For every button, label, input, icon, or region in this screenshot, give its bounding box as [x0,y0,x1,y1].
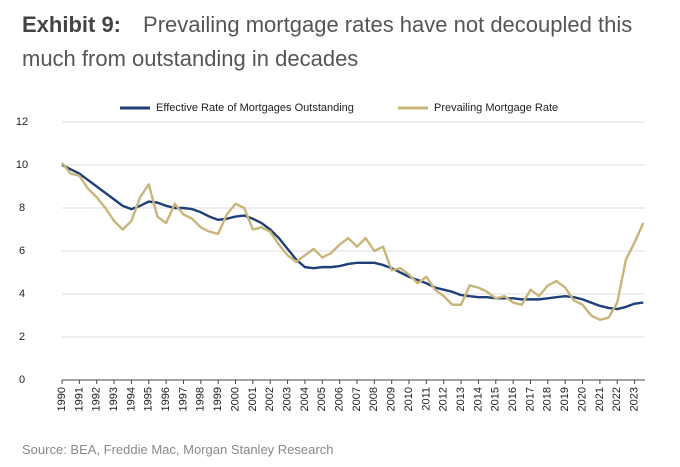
series-line [61,163,644,311]
x-tick-label: 2012 [438,387,450,411]
x-tick-label: 2006 [334,387,346,411]
title: Exhibit 9: Prevailing mortgage rates have… [22,8,662,76]
x-tick-label: 2019 [559,387,571,411]
x-tick-label: 2000 [229,387,241,411]
x-tick-label: 2018 [542,387,554,411]
y-tick-label: 10 [16,159,28,171]
x-tick-label: 1993 [108,387,120,411]
x-tick-label: 2002 [264,387,276,411]
x-tick-label: 2015 [490,387,502,411]
x-tick-label: 2021 [594,387,606,411]
series-line [61,162,645,321]
title-label: Exhibit 9: [22,12,122,37]
x-tick-label: 1991 [73,387,85,411]
x-tick-label: 2001 [247,387,259,411]
x-tick-label: 2005 [316,387,328,411]
x-tick-label: 1995 [143,387,155,411]
y-tick-label: 4 [19,288,25,300]
x-tick-label: 2003 [281,387,293,411]
x-tick-label: 1996 [160,387,172,411]
x-tick-label: 2008 [368,387,380,411]
x-tick-label: 2004 [299,387,311,411]
x-tick-label: 2016 [507,387,519,411]
x-tick-label: 2014 [472,387,484,411]
x-tick-label: 1992 [91,387,103,411]
y-tick-label: 2 [19,331,25,343]
legend-label: Effective Rate of Mortgages Outstanding [156,102,354,114]
x-tick-label: 2011 [420,387,432,411]
x-tick-label: 2022 [611,387,623,411]
y-tick-label: 12 [16,116,28,128]
x-tick-label: 1999 [212,387,224,411]
y-tick-label: 0 [19,374,25,386]
legend-label: Prevailing Mortgage Rate [434,102,558,114]
x-tick-label: 2023 [628,387,640,411]
x-tick-label: 1990 [56,387,68,411]
x-tick-label: 2007 [351,387,363,411]
title-text: Prevailing mortgage rates have not decou… [22,12,633,71]
y-tick-label: 8 [19,202,25,214]
x-tick-label: 2017 [524,387,536,411]
x-tick-label: 2020 [576,387,588,411]
x-tick-label: 1997 [177,387,189,411]
y-tick-label: 6 [19,245,25,257]
source: Source: BEA, Freddie Mac, Morgan Stanley… [22,442,334,457]
x-tick-label: 1994 [125,387,137,411]
x-tick-label: 2013 [455,387,467,411]
x-tick-label: 1998 [195,387,207,411]
x-tick-label: 2010 [403,387,415,411]
x-tick-label: 2009 [386,387,398,411]
